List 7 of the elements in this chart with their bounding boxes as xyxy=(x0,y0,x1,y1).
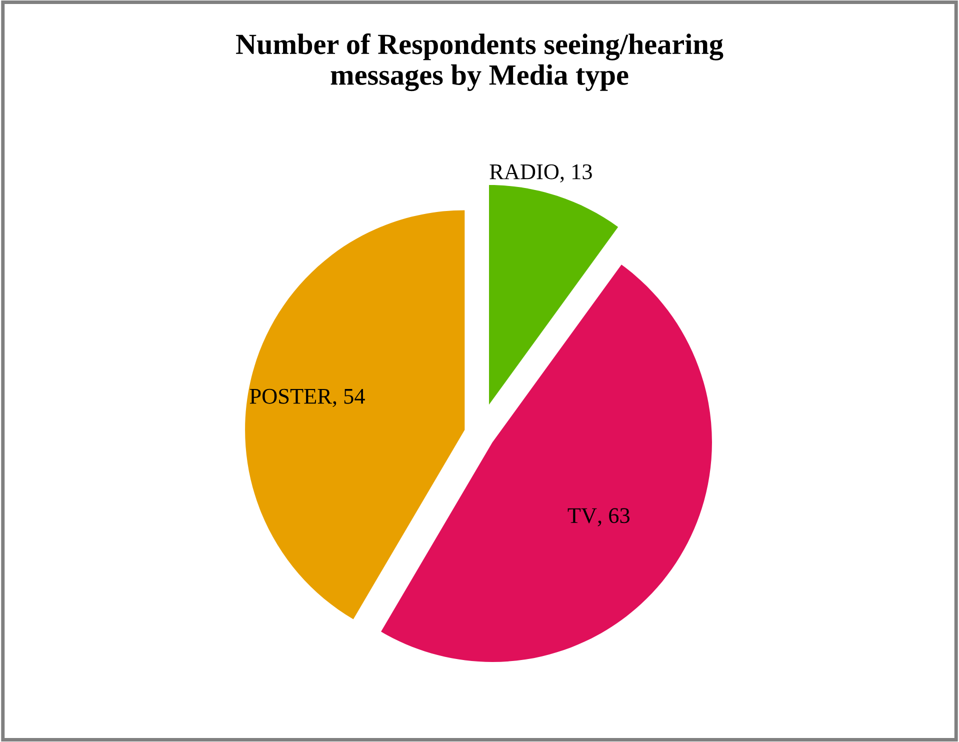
slice-label: TV xyxy=(568,508,597,524)
chart-title: Number of Respondents seeing/hearing messages by Media type xyxy=(236,33,724,92)
data-label: , 63 xyxy=(598,508,630,526)
slice-label: RADIO xyxy=(490,164,559,180)
data-label: , 13 xyxy=(560,164,592,182)
data-label: , 54 xyxy=(332,388,365,408)
slice-label: POSTER xyxy=(250,388,332,404)
